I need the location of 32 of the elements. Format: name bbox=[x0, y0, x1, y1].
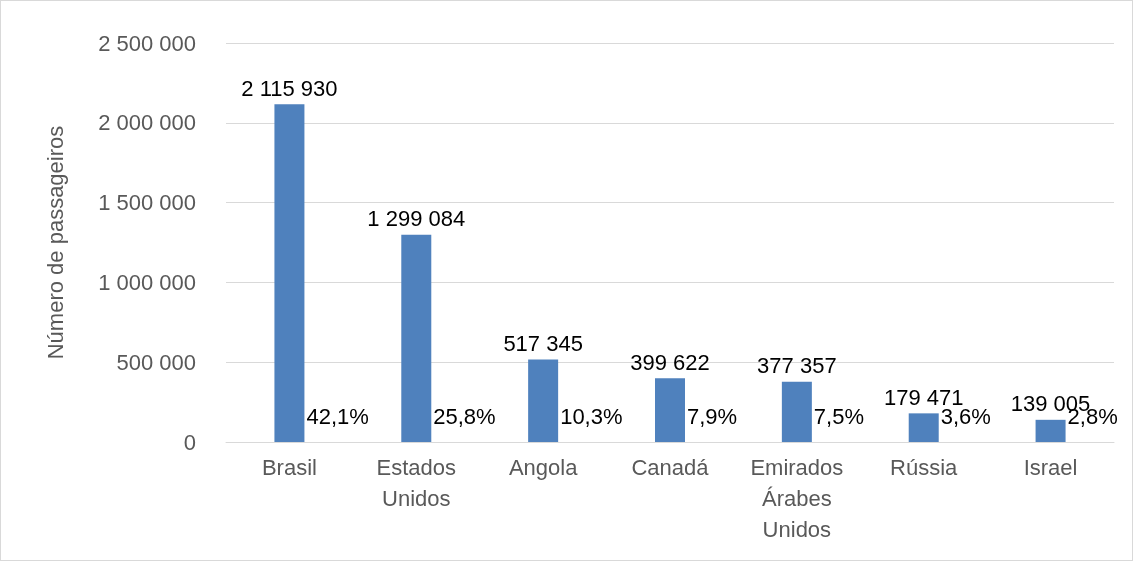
x-tick-label: Angola bbox=[508, 455, 579, 480]
x-tick-label: Brasil bbox=[261, 455, 317, 480]
bar bbox=[401, 234, 432, 442]
x-tick-label: Israel bbox=[1023, 455, 1078, 480]
data-label: 399 622 bbox=[630, 349, 710, 375]
y-tick-label: 1 000 000 bbox=[98, 269, 196, 295]
bar bbox=[908, 413, 939, 442]
x-tick-label: Canadá bbox=[631, 455, 710, 480]
data-label: 517 345 bbox=[503, 330, 583, 356]
data-label: 2 115 930 bbox=[241, 75, 338, 101]
y-axis-title: Número de passageiros bbox=[42, 125, 68, 360]
annotation: 25,8% bbox=[433, 403, 496, 429]
bar bbox=[1035, 419, 1066, 442]
bar bbox=[655, 378, 685, 442]
annotation: 42,1% bbox=[306, 403, 369, 429]
annotation: 7,9% bbox=[687, 403, 738, 429]
y-tick-label: 2 000 000 bbox=[98, 110, 196, 136]
annotation: 7,5% bbox=[813, 403, 865, 429]
x-tick-label: Estados Unidos bbox=[376, 455, 457, 511]
annotation: 10,3% bbox=[560, 403, 623, 429]
data-label: 179 471 bbox=[883, 384, 964, 410]
y-tick-label: 500 000 bbox=[116, 349, 196, 375]
y-tick-label: 1 500 000 bbox=[98, 190, 196, 216]
data-label: 377 357 bbox=[757, 353, 837, 379]
y-tick-label: 0 bbox=[183, 429, 196, 455]
x-tick-label: Rússia bbox=[890, 455, 959, 480]
bar bbox=[528, 359, 559, 442]
x-tick-label: Emirados Árabes Unidos bbox=[750, 455, 844, 542]
data-label: 1 299 084 bbox=[367, 206, 466, 232]
bar bbox=[781, 381, 812, 442]
y-tick-label: 2 500 000 bbox=[98, 30, 196, 56]
bar bbox=[274, 104, 305, 442]
